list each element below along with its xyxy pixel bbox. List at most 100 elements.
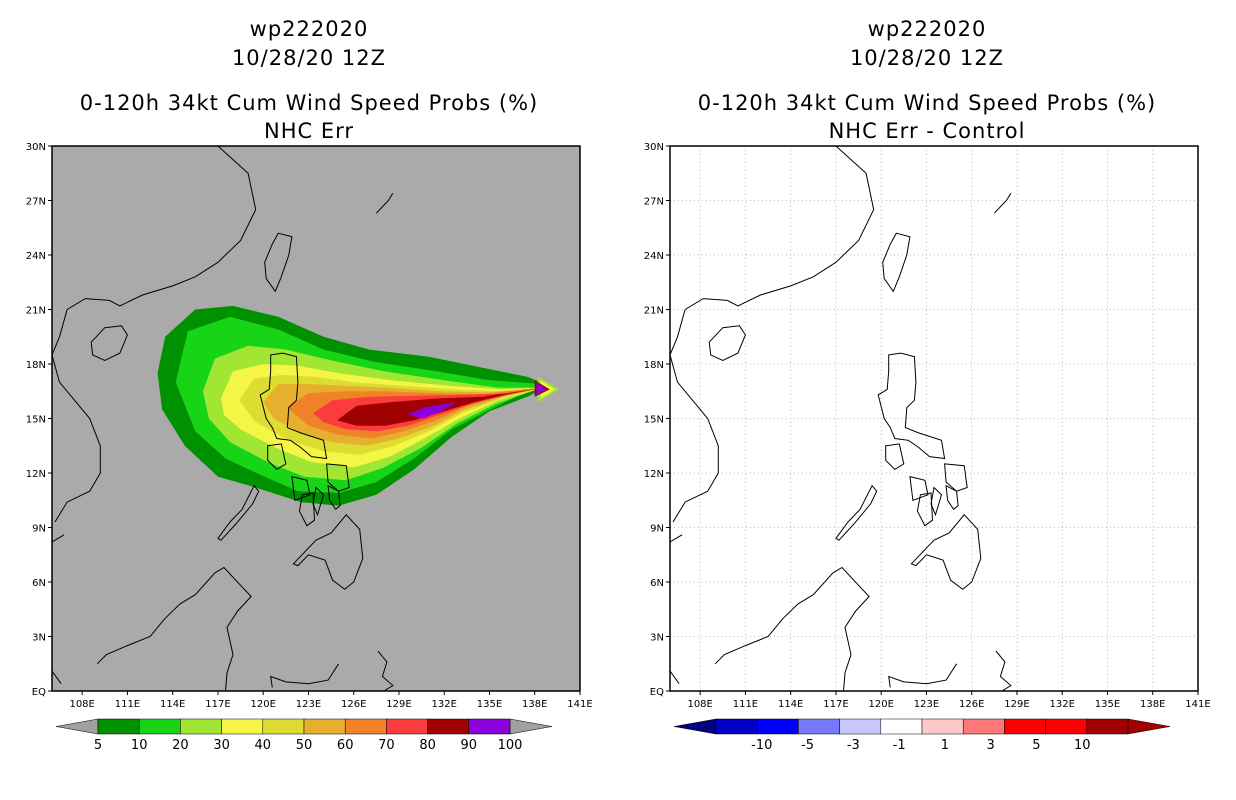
colorbar-label: 3 <box>987 738 995 753</box>
coastline-taiwan <box>882 232 911 293</box>
x-tick-label: 141E <box>567 699 592 710</box>
colorbar-swatch <box>97 718 140 735</box>
colorbar-label: 80 <box>419 738 436 753</box>
x-tick-label: 108E <box>69 699 94 710</box>
colorbar-swatch <box>468 718 511 735</box>
coastline-vietnam <box>52 309 101 523</box>
coastline-malaya <box>52 534 65 543</box>
colorbar-label: 1 <box>941 738 949 753</box>
coastline-negros <box>298 492 316 527</box>
y-tick-label: 30N <box>644 142 664 153</box>
x-tick-label: 138E <box>522 699 547 710</box>
coastline-mindanao <box>292 514 364 590</box>
colorbar-label: 90 <box>461 738 478 753</box>
chart-title-line-3: 0-120h 34kt Cum Wind Speed Probs (%) <box>697 91 1157 115</box>
coastline-samar <box>944 463 968 492</box>
right-panel: wp222020 10/28/20 12Z 0-120h 34kt Cum Wi… <box>618 0 1236 800</box>
left-panel: wp222020 10/28/20 12Z 0-120h 34kt Cum Wi… <box>26 17 593 753</box>
coastline-vietnam <box>670 309 719 523</box>
coastline-sumatra_tip <box>670 670 680 684</box>
coastline-palawan <box>217 484 260 541</box>
x-tick-label: 123E <box>296 699 321 710</box>
x-tick-label: 114E <box>778 699 803 710</box>
y-tick-label: 27N <box>26 197 46 208</box>
coastline-luzon <box>259 352 328 460</box>
x-tick-label: 132E <box>1050 699 1075 710</box>
colorbar-label: 40 <box>255 738 272 753</box>
y-tick-label: 3N <box>32 633 46 644</box>
coastline-sulawesi <box>888 663 958 688</box>
y-tick-label: 30N <box>26 142 46 153</box>
coastline-taiwan <box>264 232 293 293</box>
y-tick-label: 6N <box>32 578 46 589</box>
coastlines <box>670 146 1012 691</box>
y-tick-label: EQ <box>650 687 664 698</box>
y-tick-label: 12N <box>644 469 664 480</box>
colorbar-label: -1 <box>893 738 906 753</box>
x-tick-label: 129E <box>1004 699 1029 710</box>
coastline-mindanao <box>910 514 982 590</box>
colorbar-swatch <box>180 718 222 735</box>
x-tick-label: 114E <box>160 699 185 710</box>
colorbar-low-arrow <box>673 718 717 735</box>
y-tick-label: 24N <box>644 251 664 262</box>
y-tick-label: 15N <box>644 415 664 426</box>
colorbar-swatch <box>303 718 346 735</box>
colorbar-swatch <box>1086 718 1129 735</box>
y-tick-label: 18N <box>644 360 664 371</box>
x-tick-label: 132E <box>432 699 457 710</box>
coastline-borneo <box>96 566 252 691</box>
coastline-leyte <box>945 484 959 511</box>
colorbar-label: 10 <box>131 738 148 753</box>
x-tick-label: 108E <box>687 699 712 710</box>
colorbar-label: 100 <box>498 738 523 753</box>
coastline-mindoro <box>885 443 905 471</box>
coastline-hainan <box>708 325 746 361</box>
colorbar-high-arrow <box>509 718 553 735</box>
x-tick-label: 141E <box>1185 699 1210 710</box>
y-tick-label: 21N <box>26 306 46 317</box>
coastline-cebu <box>312 486 325 517</box>
coastline-palawan <box>835 484 878 541</box>
colorbar-swatch <box>756 718 799 735</box>
x-tick-label: 135E <box>477 699 502 710</box>
colorbar-high-arrow <box>1127 718 1171 735</box>
coastline-china <box>684 146 875 310</box>
x-tick-label: 135E <box>1095 699 1120 710</box>
difference-map: 108E 111E 114E 117E 120E 123E 126E 129E 132E 135E… <box>644 142 1211 753</box>
colorbar-label: -5 <box>801 738 814 753</box>
colorbar-label: -3 <box>847 738 860 753</box>
chart-title-line-2: 10/28/20 12Z <box>231 46 387 70</box>
coastline-samar <box>326 463 350 492</box>
x-tick-label: 111E <box>733 699 758 710</box>
coastline-luzon <box>877 352 946 460</box>
colorbar-swatch <box>798 718 840 735</box>
y-tick-label: 15N <box>26 415 46 426</box>
chart-title-line-4: NHC Err - Control <box>828 119 1026 143</box>
coastline-okinawa <box>375 192 394 214</box>
y-tick-label: 12N <box>26 469 46 480</box>
coastline-negros <box>916 492 934 527</box>
y-tick-label: 9N <box>650 524 664 535</box>
colorbar-swatch <box>221 718 264 735</box>
colorbar-label: 5 <box>1032 738 1040 753</box>
y-tick-label: 24N <box>26 251 46 262</box>
x-tick-label: 126E <box>341 699 366 710</box>
colorbar-swatch <box>1004 718 1046 735</box>
chart-title-line-1: wp222020 <box>867 17 987 41</box>
coastline-mindoro <box>267 443 287 471</box>
coastline-halmahera <box>377 650 394 691</box>
colorbar-label: 70 <box>378 738 395 753</box>
colorbar-swatch <box>344 718 387 735</box>
y-tick-label: 9N <box>32 524 46 535</box>
coastline-cebu <box>930 486 943 517</box>
colorbar-label: 10 <box>1074 738 1091 753</box>
colorbar-swatch <box>962 718 1005 735</box>
coastline-panay <box>291 475 311 501</box>
chart-title-line-3: 0-120h 34kt Cum Wind Speed Probs (%) <box>79 91 539 115</box>
colorbar-swatch <box>427 718 470 735</box>
x-tick-label: 123E <box>914 699 939 710</box>
coastline-halmahera <box>995 650 1012 691</box>
colorbar-swatch <box>839 718 882 735</box>
y-tick-label: 6N <box>650 578 664 589</box>
